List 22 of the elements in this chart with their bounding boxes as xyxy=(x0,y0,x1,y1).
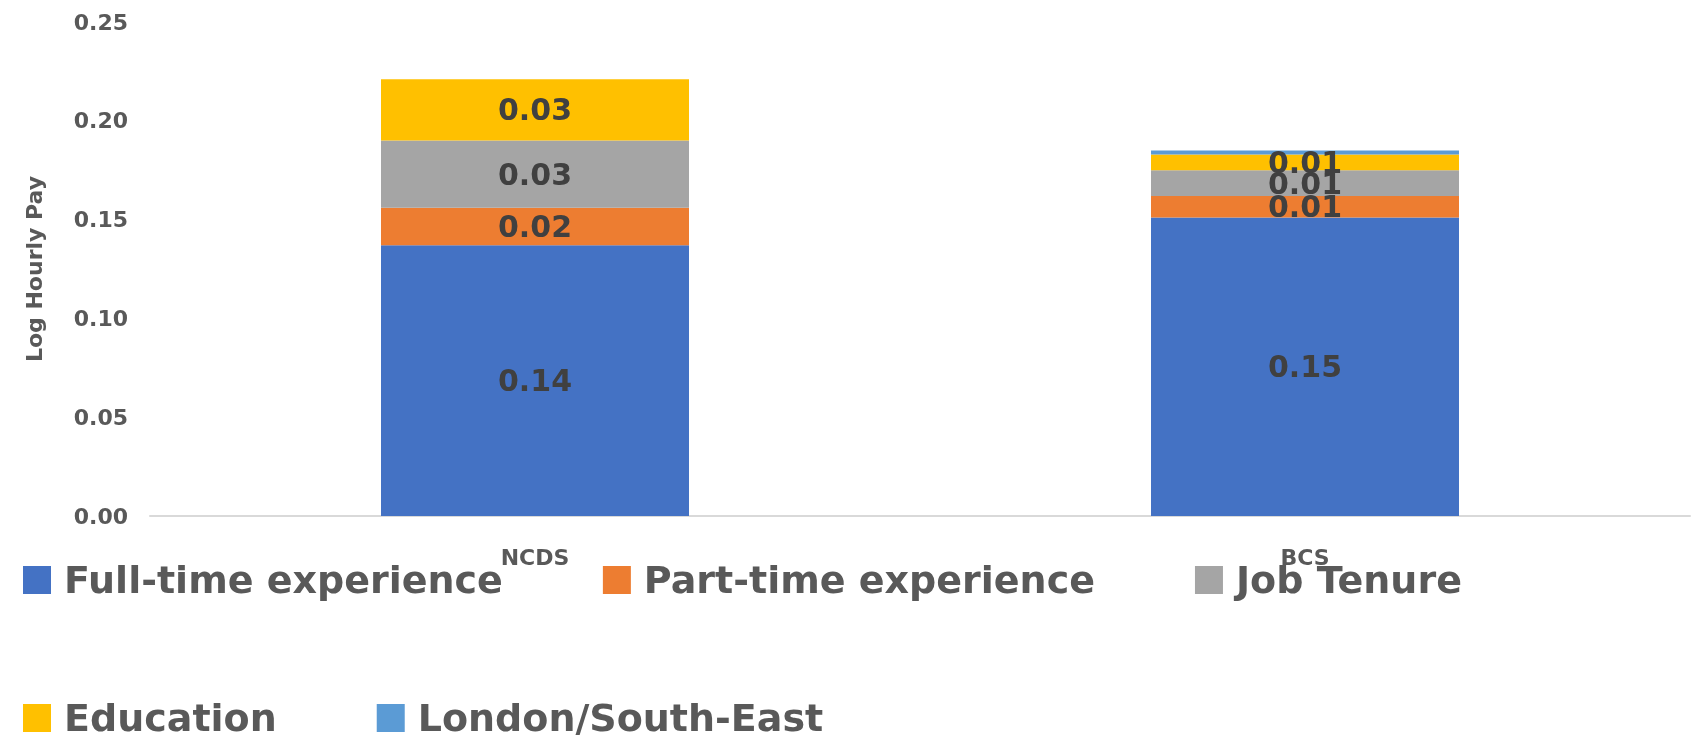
y-tick-label: 0.15 xyxy=(73,207,128,233)
legend-label: Part-time experience xyxy=(643,558,1095,602)
legend-label: Full-time experience xyxy=(64,558,503,602)
y-tick-label: 0.20 xyxy=(73,108,128,134)
x-tick-label: NCDS xyxy=(500,544,570,570)
legend-label: Education xyxy=(64,696,277,740)
bar xyxy=(381,207,689,246)
bar xyxy=(381,140,689,208)
bar xyxy=(381,245,689,516)
data-label: 0.03 xyxy=(497,156,573,192)
data-label: 0.02 xyxy=(497,209,573,245)
bar xyxy=(1151,217,1459,516)
data-label: 0.03 xyxy=(497,92,573,128)
bar xyxy=(381,79,689,141)
data-label: 0.14 xyxy=(497,363,573,399)
y-tick-label: 0.25 xyxy=(73,9,128,35)
y-tick-label: 0.05 xyxy=(73,404,128,430)
data-label: 0.15 xyxy=(1267,349,1343,385)
y-tick-label: 0.00 xyxy=(73,503,128,529)
y-axis-title: Log Hourly Pay xyxy=(21,175,47,363)
legend-label: London/South-East xyxy=(417,696,824,740)
y-tick-label: 0.10 xyxy=(73,305,128,331)
